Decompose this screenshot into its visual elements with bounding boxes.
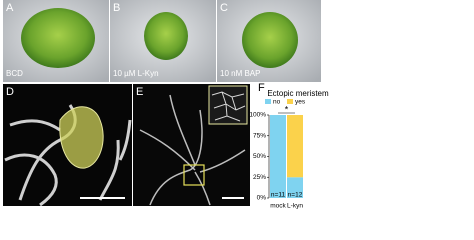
panel-label: E (136, 86, 143, 98)
bar-segment (270, 115, 286, 198)
legend-label: no (273, 99, 281, 106)
y-tick-label: 50% (253, 153, 266, 160)
panel-label: D (6, 86, 14, 98)
y-tick-label: 75% (253, 132, 266, 139)
bar-segment (287, 177, 303, 198)
panel-d: D (3, 84, 132, 207)
y-tick-label: 0% (257, 195, 267, 202)
panel-f: F Ectopic meristem no yes 0% 25% 50% 75% 100% n… (249, 82, 329, 210)
x-tick-label: L-kyn (287, 203, 303, 210)
panel-caption: 10 µM L-Kyn (113, 69, 159, 78)
moss (242, 12, 298, 68)
y-tick-label: 100% (249, 112, 266, 119)
panel-label: F (258, 82, 265, 94)
panel-label: C (220, 2, 228, 14)
y-tick-label: 25% (253, 174, 266, 181)
meristem-highlight (59, 106, 104, 169)
moss (21, 8, 95, 68)
bar-segment (287, 115, 303, 178)
panel-label: A (6, 2, 14, 14)
legend-label: yes (295, 99, 306, 106)
chart-title: Ectopic meristem (267, 89, 329, 98)
panel-caption: BCD (6, 69, 23, 78)
panel-label: B (113, 2, 120, 14)
moss (144, 12, 188, 60)
panel-caption: 10 nM BAP (220, 69, 260, 78)
zoom-box (183, 164, 205, 186)
panel-e: E (133, 84, 250, 206)
figure: A BCD B 10 µM L-Kyn C 10 nM BAP D (3, 0, 329, 210)
x-tick-label: mock (270, 203, 286, 210)
legend-swatch (287, 99, 293, 104)
panel-a: A BCD (3, 0, 109, 82)
bar-annotation: n=12 (288, 192, 303, 199)
bar-annotation: n=11 (271, 192, 286, 199)
significance: * (285, 104, 289, 114)
legend-swatch (265, 99, 271, 104)
panel-b: B 10 µM L-Kyn (110, 0, 216, 82)
panel-c: C 10 nM BAP (217, 0, 321, 82)
inset-cells (211, 91, 246, 122)
